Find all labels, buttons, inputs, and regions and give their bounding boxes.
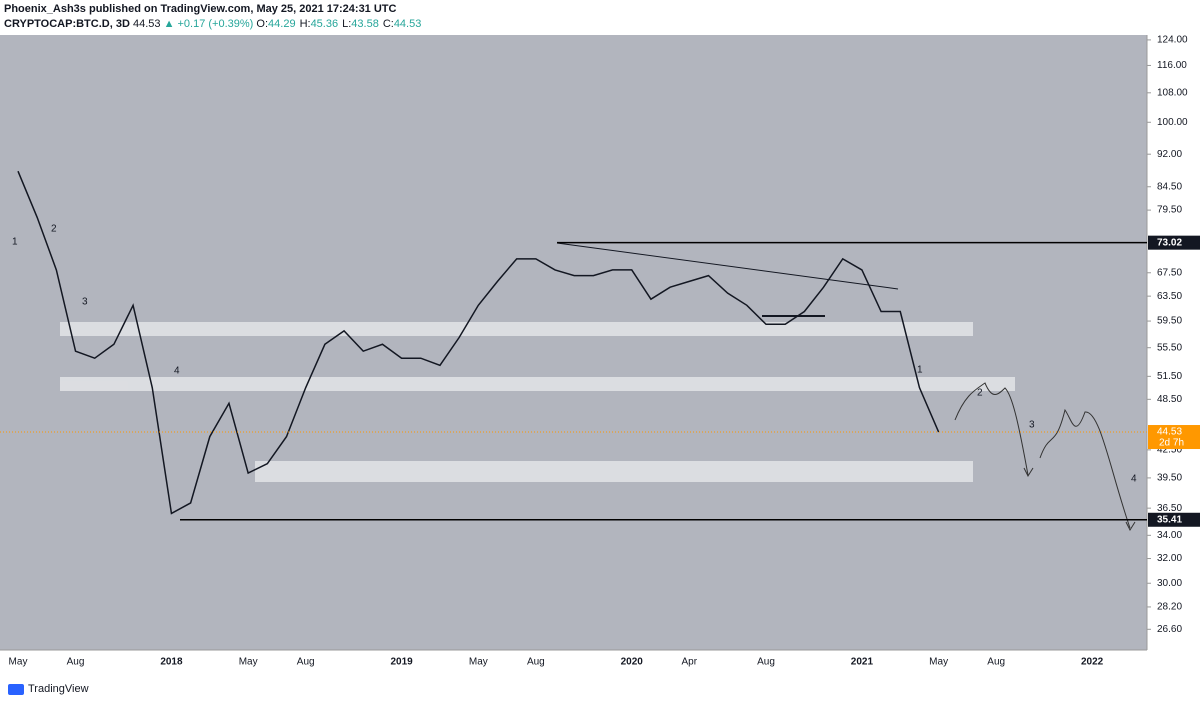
y-tick-label: 32.00 <box>1157 553 1182 564</box>
brand: TradingView <box>28 683 89 695</box>
level-label: 35.41 <box>1157 514 1182 525</box>
wave-label: 3 <box>1029 420 1035 431</box>
wave-label: 4 <box>174 366 180 377</box>
y-tick-label: 84.50 <box>1157 181 1182 192</box>
y-tick-label: 48.50 <box>1157 394 1182 405</box>
ohlc-key: L: <box>342 18 352 30</box>
ohlc-key: O: <box>256 18 269 30</box>
ohlc-value: 44.29 <box>268 18 296 30</box>
last: 44.53 <box>132 18 161 30</box>
x-tick-label: 2019 <box>390 657 413 668</box>
level-label-bg <box>1148 235 1200 250</box>
y-tick-label: 36.50 <box>1157 503 1182 514</box>
x-tick-label: May <box>9 657 28 668</box>
wave-label: 1 <box>12 237 18 248</box>
y-tick-label: 63.50 <box>1157 291 1182 302</box>
x-tick-label: Aug <box>757 657 775 668</box>
ohlc-key: H: <box>299 18 311 30</box>
y-tick-label: 79.50 <box>1157 205 1182 216</box>
zone <box>60 322 973 336</box>
y-tick-label: 28.20 <box>1157 602 1182 613</box>
plot-bg <box>0 35 1147 650</box>
y-tick-label: 39.50 <box>1157 473 1182 484</box>
y-tick-label: 124.00 <box>1157 35 1188 46</box>
x-tick-label: Aug <box>297 657 315 668</box>
x-tick-label: Aug <box>527 657 545 668</box>
level-label-bg <box>1148 512 1200 527</box>
y-tick-label: 108.00 <box>1157 87 1188 98</box>
x-tick-label: 2021 <box>851 657 874 668</box>
symbol: CRYPTOCAP:BTC.D, 3D <box>4 18 130 30</box>
y-tick-label: 30.00 <box>1157 578 1182 589</box>
wave-label: 3 <box>82 297 88 308</box>
projection <box>954 382 1029 476</box>
y-tick-label: 59.50 <box>1157 316 1182 327</box>
arrow-head <box>1023 467 1136 532</box>
publisher-text: Phoenix_Ash3s published on TradingView.c… <box>4 3 397 15</box>
price-label: 44.53 <box>1157 427 1182 438</box>
price-label-bg <box>1148 425 1200 450</box>
x-tick-label: 2018 <box>160 657 183 668</box>
x-tick-label: 2020 <box>621 657 644 668</box>
x-tick-label: May <box>239 657 258 668</box>
y-tick-label: 42.50 <box>1157 445 1182 456</box>
footer-bg <box>0 675 1200 703</box>
level-label: 73.02 <box>1157 237 1182 248</box>
countdown: 2d 7h <box>1159 438 1184 449</box>
y-tick-label: 55.50 <box>1157 342 1182 353</box>
projection <box>1039 408 1131 529</box>
x-tick-label: May <box>929 657 948 668</box>
publisher: Phoenix_Ash3s published on TradingView.c… <box>4 2 425 17</box>
change: ▲ +0.17 (+0.39%) <box>163 18 254 30</box>
wave-label: 2 <box>51 224 57 235</box>
zone <box>60 377 1015 391</box>
y-tick-label: 34.00 <box>1157 530 1182 541</box>
ohlc-value: 44.53 <box>393 18 422 30</box>
price-line <box>17 170 940 515</box>
x-tick-label: 2022 <box>1081 657 1104 668</box>
y-tick-label: 100.00 <box>1157 117 1188 128</box>
x-tick-label: Apr <box>682 657 698 668</box>
y-tick-label: 51.50 <box>1157 371 1182 382</box>
y-tick-label: 67.50 <box>1157 267 1182 278</box>
trendline <box>556 242 899 290</box>
ohlc-value: 43.58 <box>351 18 379 30</box>
ohlc: O:44.29 H:45.36 L:43.58 C:44.53 <box>256 18 425 30</box>
x-tick-label: May <box>469 657 488 668</box>
y-tick-label: 116.00 <box>1157 60 1187 71</box>
ohlc-value: 45.36 <box>310 18 339 30</box>
logo <box>8 684 24 695</box>
symbol-row: CRYPTOCAP:BTC.D, 3D 44.53 ▲ +0.17 (+0.39… <box>4 17 425 32</box>
wave-label: 2 <box>977 388 983 399</box>
x-tick-label: Aug <box>67 657 85 668</box>
zones <box>60 322 1015 482</box>
y-tick-label: 26.60 <box>1157 624 1182 635</box>
y-tick-label: 92.00 <box>1157 149 1182 160</box>
wave-label: 1 <box>917 365 923 376</box>
zone <box>255 461 973 482</box>
wave-label: 4 <box>1131 474 1137 485</box>
ohlc-key: C: <box>382 18 394 30</box>
header: Phoenix_Ash3s published on TradingView.c… <box>4 2 425 32</box>
x-tick-label: Aug <box>987 657 1005 668</box>
